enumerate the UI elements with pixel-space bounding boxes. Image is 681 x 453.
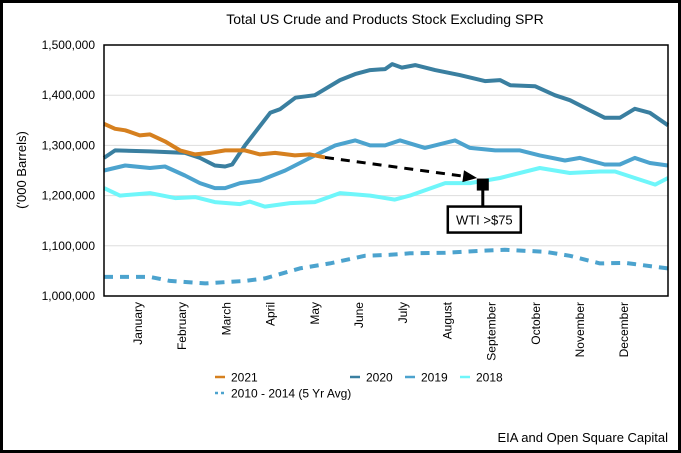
arrow-head-icon [462,170,478,183]
x-tick-label: December [617,302,631,357]
source-note: EIA and Open Square Capital [497,430,668,445]
series-line-2018 [103,166,669,209]
legend-label: 2018 [476,371,503,385]
x-tick-label: October [529,302,543,345]
x-tick-label: February [175,302,189,350]
x-tick-label: July [396,302,410,323]
legend-label: 2019 [421,371,448,385]
annotation-label: WTI >$75 [456,213,513,228]
x-tick-label: May [308,302,322,325]
x-tick-label: March [219,302,233,335]
y-tick-label: 1,100,000 [42,239,96,253]
series-line-2020 [102,62,670,169]
x-tick-label: August [440,301,454,339]
legend-label: 2020 [366,371,393,385]
x-tick-label: June [352,302,366,328]
annotation-box [446,205,523,234]
legend-label: 2010 - 2014 (5 Yr Avg) [231,387,351,401]
y-tick-label: 1,300,000 [42,138,96,152]
series-line-2019 [103,138,669,191]
trend-arrow-line [324,155,464,178]
x-tick-label: September [485,302,499,361]
y-tick-label: 1,000,000 [42,289,96,303]
y-tick-label: 1,200,000 [42,189,96,203]
y-axis-label: ('000 Barrels) [14,131,29,209]
plot-area-border [103,44,669,297]
y-tick-label: 1,400,000 [42,88,96,102]
x-tick-label: November [573,302,587,357]
chart-title: Total US Crude and Products Stock Exclud… [226,11,544,27]
marker-square-icon [476,178,489,191]
series-line-2021 [103,121,326,160]
x-tick-label: April [264,302,278,326]
x-tick-label: January [131,302,145,345]
series-line-2010-2014-5-yr-avg- [104,247,669,286]
legend-label: 2021 [231,371,258,385]
y-tick-label: 1,500,000 [42,38,96,52]
